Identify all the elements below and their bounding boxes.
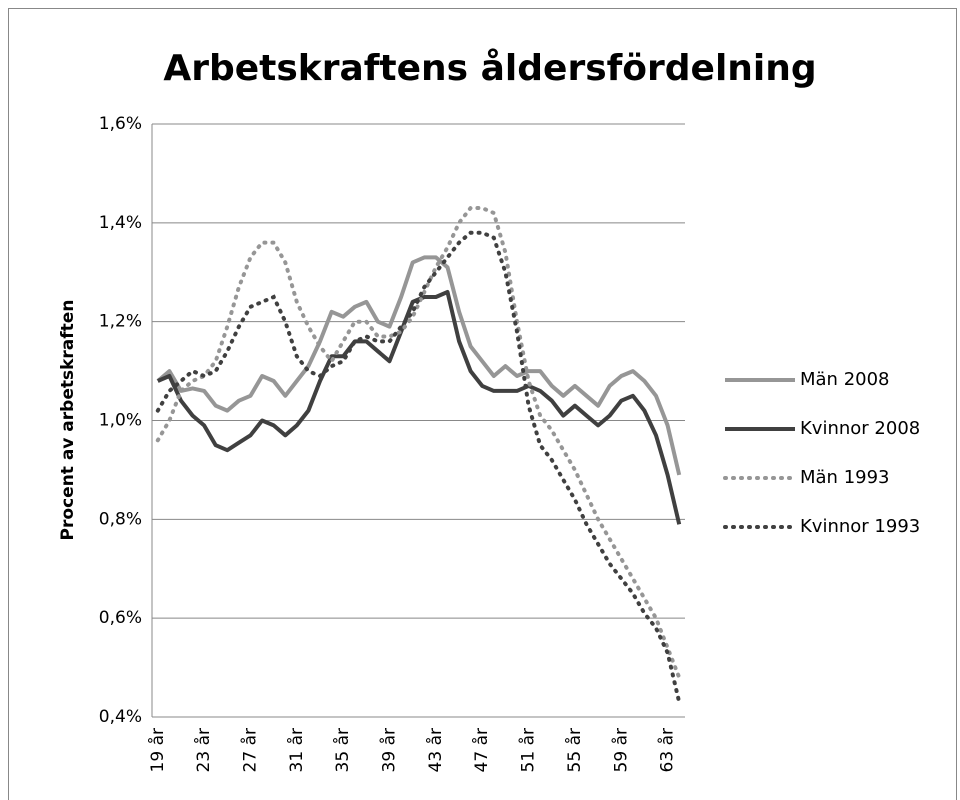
x-tick-label: 35 år [332, 728, 353, 772]
x-tick-label: 43 år [425, 728, 446, 772]
series-line [155, 206, 682, 680]
x-tick-label: 47 år [471, 728, 492, 772]
x-tick-label: 63 år [657, 728, 678, 772]
x-tick-label: 19 år [147, 728, 168, 772]
x-tick-label: 59 år [610, 728, 631, 772]
y-tick-label: 0,4% [99, 707, 142, 727]
chart-border [8, 8, 957, 800]
y-tick-label: 1,4% [99, 213, 142, 233]
legend-label: Män 2008 [800, 369, 890, 390]
x-tick-label: 27 år [239, 728, 260, 772]
chart-title: Arbetskraftens åldersfördelning [163, 48, 816, 89]
legend-label: Kvinnor 1993 [800, 516, 920, 537]
series-line [155, 230, 682, 705]
y-tick-label: 0,8% [99, 509, 142, 529]
x-tick-label: 31 år [286, 728, 307, 772]
x-tick-label: 55 år [564, 728, 585, 772]
y-tick-label: 1,0% [99, 411, 142, 431]
legend-label: Kvinnor 2008 [800, 418, 920, 439]
y-tick-label: 0,6% [99, 608, 142, 628]
x-tick-label: 23 år [193, 728, 214, 772]
series-line [156, 255, 682, 476]
y-tick-label: 1,2% [99, 312, 142, 332]
y-tick-label: 1,6% [99, 114, 142, 134]
x-tick-label: 51 år [518, 728, 539, 772]
x-tick-label: 39 år [379, 728, 400, 772]
legend-label: Män 1993 [800, 467, 890, 488]
y-axis-label: Procent av arbetskraften [58, 300, 78, 541]
